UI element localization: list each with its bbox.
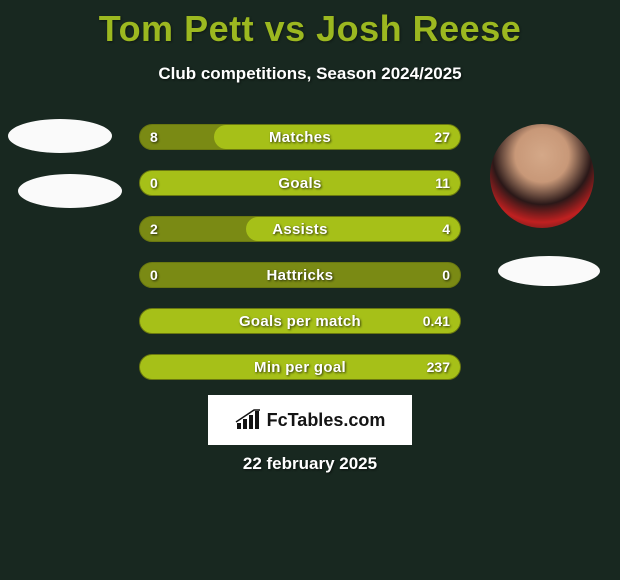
stat-right-value: 0.41 <box>423 309 450 333</box>
stat-label: Hattricks <box>140 263 460 287</box>
stat-row-hattricks: 0 Hattricks 0 <box>139 262 461 288</box>
subtitle: Club competitions, Season 2024/2025 <box>0 64 620 84</box>
stat-row-assists: 2 Assists 4 <box>139 216 461 242</box>
comparison-title: Tom Pett vs Josh Reese <box>0 0 620 50</box>
player1-flag-placeholder <box>18 174 122 208</box>
stat-right-value: 4 <box>442 217 450 241</box>
stat-label: Goals <box>140 171 460 195</box>
date-caption: 22 february 2025 <box>0 454 620 474</box>
stat-label: Min per goal <box>140 355 460 379</box>
stat-row-goals-per-match: Goals per match 0.41 <box>139 308 461 334</box>
stat-right-value: 27 <box>434 125 450 149</box>
player2-name: Josh Reese <box>316 8 521 49</box>
stat-label: Goals per match <box>140 309 460 333</box>
player2-avatar <box>490 124 594 228</box>
bar-chart-icon <box>235 409 261 431</box>
stats-bars: 8 Matches 27 0 Goals 11 2 Assists 4 0 Ha… <box>139 124 461 400</box>
stat-right-value: 237 <box>427 355 450 379</box>
stat-label: Matches <box>140 125 460 149</box>
stat-right-value: 0 <box>442 263 450 287</box>
stat-label: Assists <box>140 217 460 241</box>
watermark-text: FcTables.com <box>267 410 386 431</box>
player1-avatar-placeholder <box>8 119 112 153</box>
stat-row-matches: 8 Matches 27 <box>139 124 461 150</box>
player2-flag-placeholder <box>498 256 600 286</box>
vs-separator: vs <box>254 8 316 49</box>
stat-row-goals: 0 Goals 11 <box>139 170 461 196</box>
player1-name: Tom Pett <box>99 8 254 49</box>
watermark: FcTables.com <box>208 395 412 445</box>
stat-row-min-per-goal: Min per goal 237 <box>139 354 461 380</box>
stat-right-value: 11 <box>435 171 450 195</box>
